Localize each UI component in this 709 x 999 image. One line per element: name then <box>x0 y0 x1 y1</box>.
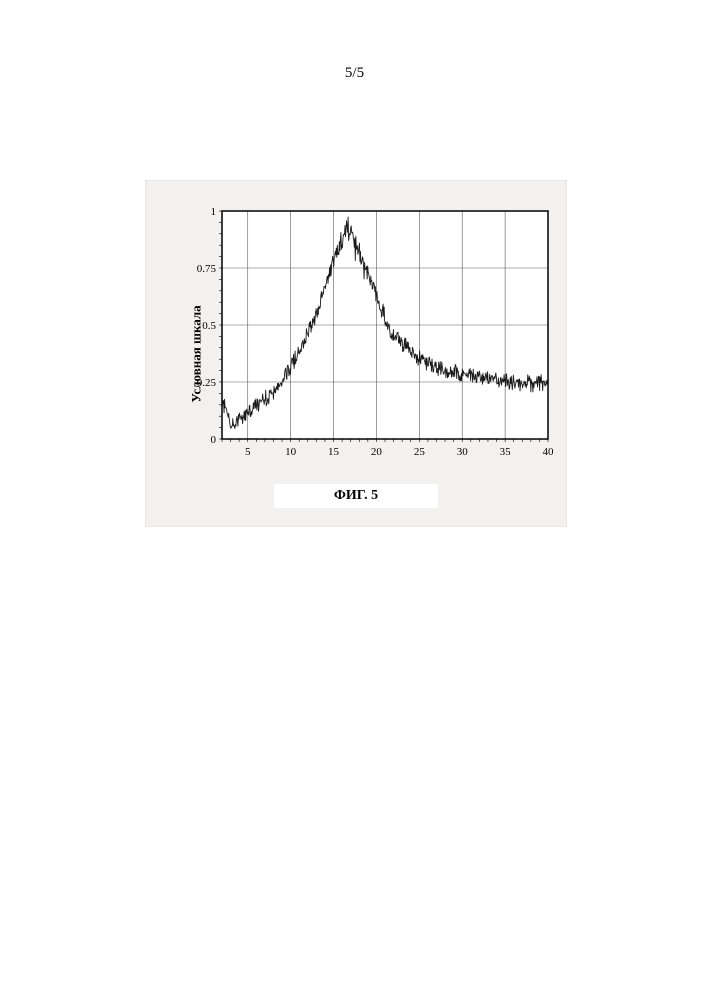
svg-text:0.5: 0.5 <box>202 320 216 332</box>
diffractogram-chart: 5 10 15 20 25 30 35 40 0 0.25 0.5 0.75 1 <box>184 205 554 465</box>
svg-text:10: 10 <box>285 446 297 458</box>
svg-text:25: 25 <box>414 446 426 458</box>
document-page: 5/5 Условная шкала 51015202530354000.250… <box>0 0 709 999</box>
figure-caption: ФИГ. 5 <box>274 484 438 508</box>
svg-text:5: 5 <box>245 446 251 458</box>
svg-text:0.25: 0.25 <box>197 377 217 389</box>
svg-text:35: 35 <box>500 446 512 458</box>
page-number: 5/5 <box>345 65 364 82</box>
svg-text:40: 40 <box>543 446 555 458</box>
svg-text:0.75: 0.75 <box>197 263 217 275</box>
svg-text:15: 15 <box>328 446 340 458</box>
svg-text:20: 20 <box>371 446 383 458</box>
figure-5-container: Условная шкала 51015202530354000.250.50.… <box>145 180 567 527</box>
svg-text:30: 30 <box>457 446 469 458</box>
svg-text:0: 0 <box>211 434 217 446</box>
svg-text:1: 1 <box>211 206 217 218</box>
